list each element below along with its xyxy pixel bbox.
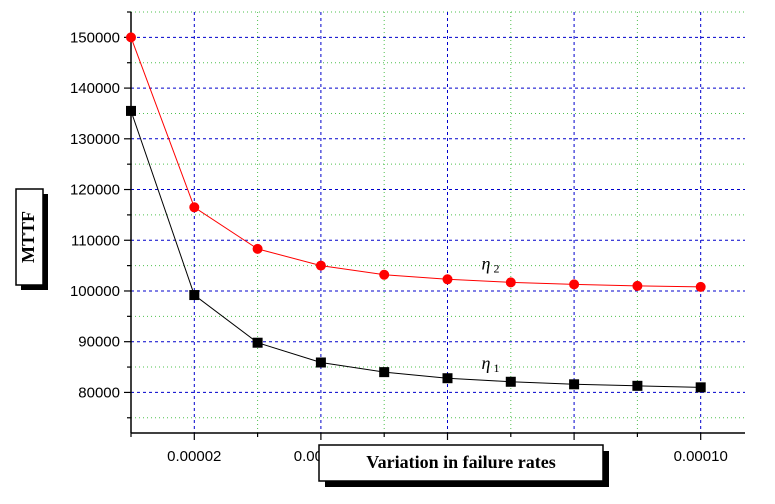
series-layer xyxy=(126,32,706,393)
axes xyxy=(124,11,745,440)
data-point xyxy=(379,269,390,280)
data-point xyxy=(252,243,263,254)
y-tick-label: 80000 xyxy=(78,384,120,401)
data-point xyxy=(189,202,200,213)
data-point xyxy=(505,376,516,387)
y-axis-title: MTTF xyxy=(15,188,48,290)
y-tick-label: 90000 xyxy=(78,334,120,351)
tick-labels: 80000 90000 100000 110000 120000 130000 140000… xyxy=(70,29,728,465)
y-axis-title-text: MTTF xyxy=(18,211,38,263)
x-tick-label: 0.00010 xyxy=(674,448,728,465)
series-1 xyxy=(126,32,706,292)
data-point xyxy=(505,277,516,288)
y-tick-label: 110000 xyxy=(71,232,120,249)
y-tick-label: 130000 xyxy=(70,131,120,148)
data-point xyxy=(189,290,200,301)
x-tick-label: 0.00002 xyxy=(167,448,221,465)
data-point xyxy=(126,32,136,43)
grid-lines xyxy=(130,11,745,433)
y-tick-label: 120000 xyxy=(70,182,120,199)
data-point xyxy=(569,279,580,290)
data-point xyxy=(632,380,643,391)
series-label-1: η xyxy=(481,253,490,273)
data-point xyxy=(632,280,643,291)
y-tick-label: 100000 xyxy=(70,283,120,300)
y-axis-title-box xyxy=(15,188,44,286)
series-label-2: η xyxy=(481,353,490,373)
x-axis-title: Variation in failure rates xyxy=(318,444,609,487)
series-label-subscript-2: 1 xyxy=(493,361,499,375)
data-point xyxy=(315,260,326,271)
data-point xyxy=(695,281,706,292)
x-axis-title-text: Variation in failure rates xyxy=(366,452,556,472)
data-point xyxy=(442,373,453,384)
data-point xyxy=(252,337,263,348)
series-line xyxy=(130,110,701,388)
data-point xyxy=(126,105,136,116)
data-point xyxy=(442,274,453,285)
data-point xyxy=(379,367,390,378)
series-2 xyxy=(126,105,706,393)
series-label-subscript-1: 2 xyxy=(493,261,499,275)
x-axis-title-box xyxy=(318,444,604,482)
y-tick-label: 150000 xyxy=(70,29,120,46)
data-point xyxy=(315,357,326,368)
data-point xyxy=(695,382,706,393)
y-tick-label: 140000 xyxy=(70,80,120,97)
series-line xyxy=(130,37,701,288)
data-point xyxy=(569,379,580,390)
